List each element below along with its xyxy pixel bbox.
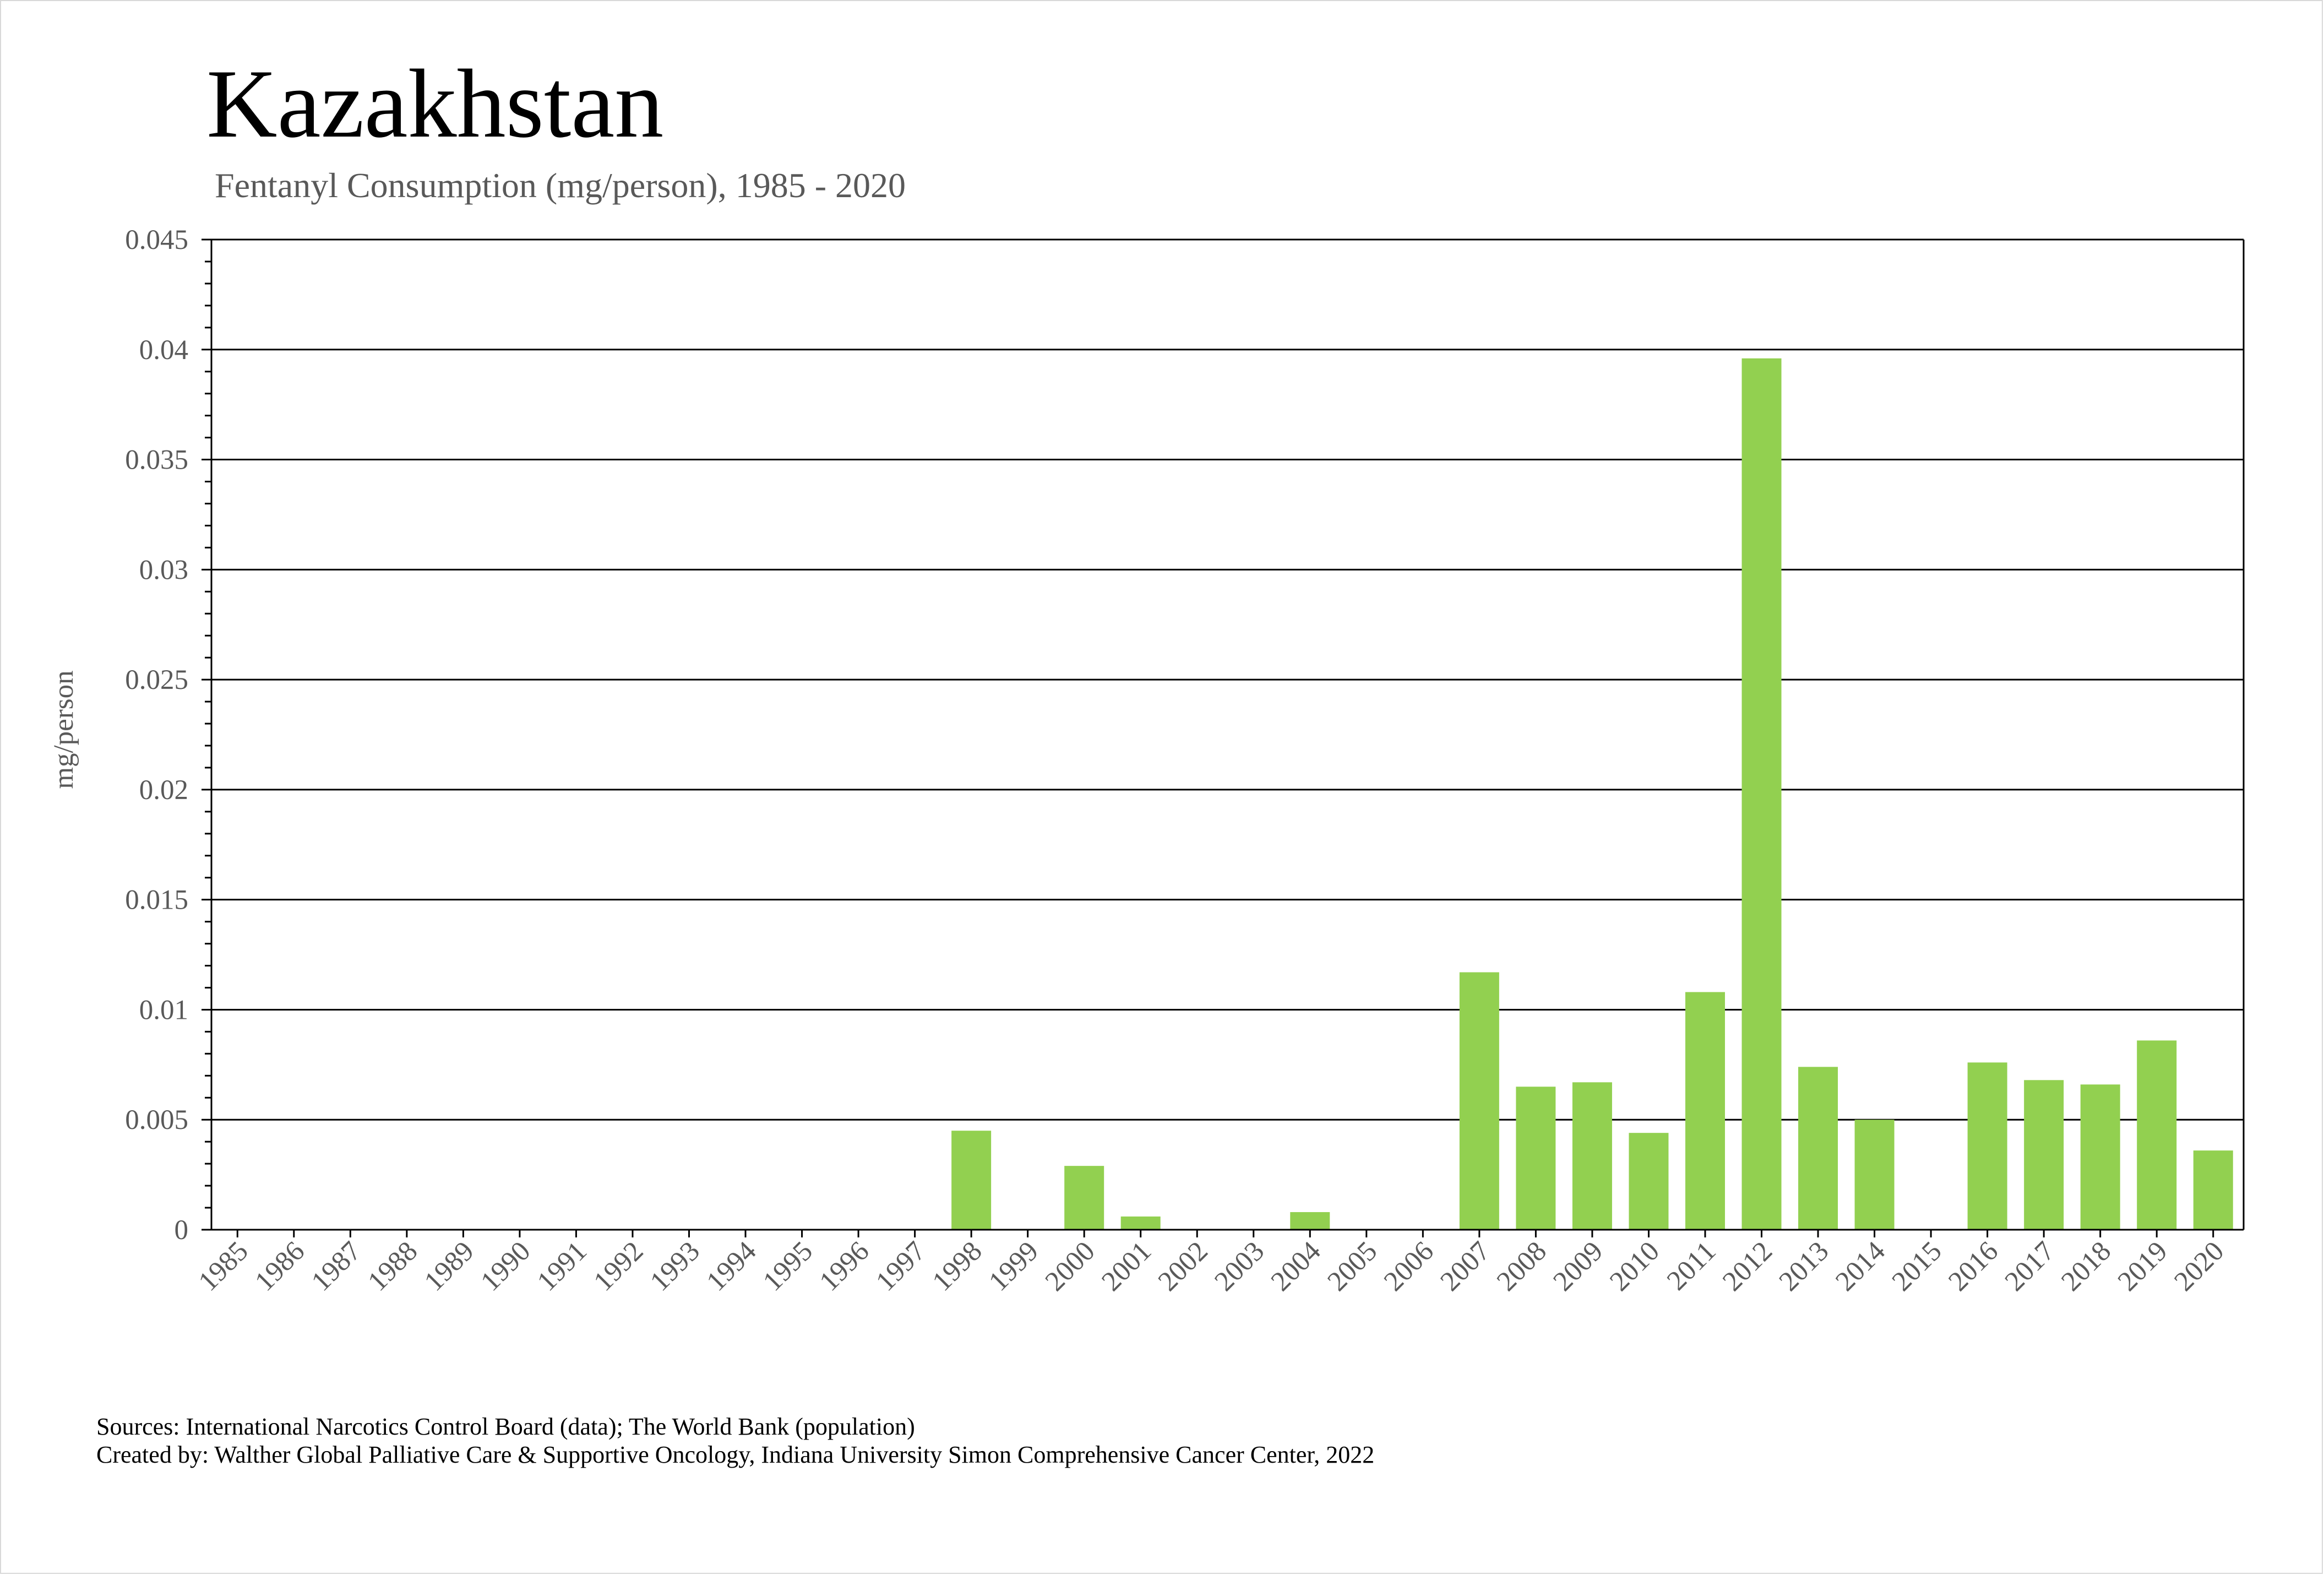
bar-2017 (2024, 1080, 2064, 1230)
bar-2019 (2137, 1040, 2177, 1230)
x-tick-label: 1998 (927, 1236, 988, 1297)
y-tick-label: 0.005 (125, 1105, 188, 1136)
x-tick-label: 2009 (1548, 1236, 1609, 1297)
x-tick-label: 2005 (1322, 1236, 1384, 1297)
y-tick-label: 0.03 (139, 555, 188, 585)
chart-title: Kazakhstan (206, 49, 663, 158)
x-tick-label: 1993 (644, 1236, 706, 1297)
x-tick-label: 1991 (531, 1236, 593, 1297)
bar-2016 (1967, 1062, 2007, 1230)
x-tick-label: 1994 (701, 1236, 763, 1297)
bars (951, 358, 2233, 1230)
bar-2009 (1572, 1082, 1612, 1230)
x-tick-label: 2013 (1773, 1236, 1835, 1297)
bar-2014 (1854, 1120, 1895, 1230)
x-tick-label: 1999 (983, 1236, 1044, 1297)
bar-2008 (1516, 1087, 1556, 1230)
x-tick-label: 2015 (1886, 1236, 1948, 1297)
y-tick-labels: 0 0.005 0.01 0.015 0.02 0.025 0.03 0.035 0.04 0.0… (125, 225, 188, 1246)
x-tick-label: 2004 (1265, 1236, 1327, 1297)
x-tick-label: 1988 (362, 1236, 424, 1297)
x-tick-label: 2000 (1039, 1236, 1101, 1297)
y-axis-label: mg/person (48, 670, 79, 789)
x-tick-label: 2019 (2112, 1236, 2174, 1297)
x-tick-label: 2001 (1096, 1236, 1157, 1297)
y-tick-label: 0.035 (125, 445, 188, 476)
x-tick-label: 2002 (1152, 1236, 1214, 1297)
bar-2000 (1064, 1166, 1104, 1230)
bar-2013 (1798, 1067, 1838, 1230)
x-tick-label: 2018 (2055, 1236, 2117, 1297)
x-tick-label: 2014 (1830, 1236, 1891, 1297)
x-tick-label: 2003 (1209, 1236, 1271, 1297)
x-tick-label: 2011 (1661, 1236, 1722, 1296)
x-tick-label: 1989 (418, 1236, 480, 1297)
bar-2004 (1290, 1212, 1330, 1230)
created-by-note: Created by: Walther Global Palliative Ca… (96, 1441, 1374, 1468)
y-tick-label: 0.015 (125, 885, 188, 916)
x-tick-label: 1995 (757, 1236, 819, 1297)
bar-2011 (1685, 992, 1725, 1230)
y-tick-label: 0.04 (139, 335, 188, 366)
gridlines (211, 238, 2244, 1121)
x-tick-labels: 1985198619871988198919901991199219931994… (193, 1236, 2230, 1297)
bar-2001 (1120, 1216, 1161, 1230)
bar-1998 (951, 1131, 992, 1230)
x-tick-label: 2006 (1378, 1236, 1440, 1297)
x-tick-label: 1985 (193, 1236, 254, 1297)
y-tick-label: 0.045 (125, 225, 188, 256)
bar-2012 (1741, 358, 1782, 1230)
y-tick-label: 0.02 (139, 775, 188, 806)
x-tick-label: 2008 (1491, 1236, 1553, 1297)
x-tick-label: 2016 (1942, 1236, 2004, 1297)
x-tick-label: 2007 (1435, 1236, 1496, 1297)
x-tick-label: 2020 (2168, 1236, 2230, 1297)
x-tick-label: 1987 (306, 1236, 367, 1297)
chart-subtitle: Fentanyl Consumption (mg/person), 1985 -… (215, 166, 906, 205)
axes (202, 238, 2245, 1237)
y-tick-label: 0.025 (125, 665, 188, 696)
x-tick-label: 1992 (588, 1236, 650, 1297)
bar-2010 (1629, 1133, 1669, 1230)
x-tick-label: 1997 (870, 1236, 932, 1297)
bar-2007 (1459, 972, 1499, 1230)
x-tick-label: 2010 (1604, 1236, 1666, 1297)
sources-note: Sources: International Narcotics Control… (96, 1413, 915, 1440)
x-tick-label: 1990 (475, 1236, 537, 1297)
y-tick-label: 0.01 (139, 995, 188, 1025)
y-tick-label: 0 (175, 1215, 189, 1246)
x-tick-label: 2012 (1717, 1236, 1778, 1297)
x-tick-label: 2017 (1999, 1236, 2061, 1297)
x-tick-label: 1996 (814, 1236, 875, 1297)
x-tick-label: 1986 (249, 1236, 311, 1297)
bar-2018 (2080, 1084, 2120, 1230)
bar-2020 (2193, 1150, 2233, 1230)
